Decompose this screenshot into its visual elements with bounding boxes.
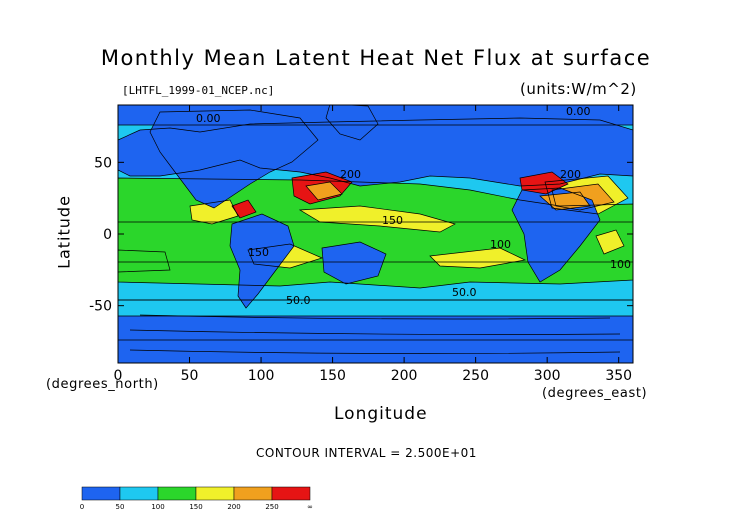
colorbar-label: ∞ <box>307 503 313 511</box>
map-fill <box>118 105 633 363</box>
contour-line <box>519 171 569 195</box>
colorbar-segment <box>195 486 235 501</box>
contour-line <box>551 183 615 211</box>
contour-label: 200 <box>340 168 361 181</box>
contour-line <box>149 109 319 209</box>
contour-line <box>298 205 456 233</box>
colorbar-label: 150 <box>189 503 202 511</box>
x-tick-label: 150 <box>319 368 346 384</box>
colorbar-segment <box>81 486 121 501</box>
source-filename: [LHTFL_1999-01_NCEP.nc] <box>122 84 275 97</box>
flux-hotspot-yellow <box>596 230 624 254</box>
flux-band-cyan <box>118 300 633 316</box>
contour-line <box>229 213 295 309</box>
contour-line <box>139 314 611 320</box>
contour-line <box>118 124 633 223</box>
x-axis-unit: (degrees_east) <box>542 386 648 401</box>
contour-lines <box>118 105 633 363</box>
contour-line <box>291 171 353 205</box>
contour-line <box>118 249 171 273</box>
contour-label: 150 <box>248 246 269 259</box>
contour-line <box>511 187 601 283</box>
colorbar-label: 250 <box>265 503 278 511</box>
contour-labels: 0.00 0.00 200 200 150 150 100 100 50.0 50.0 <box>196 105 631 307</box>
contour-line <box>429 247 527 269</box>
contour-interval-text: CONTOUR INTERVAL = 2.500E+01 <box>256 446 477 460</box>
x-tick-label: 0 <box>114 368 123 384</box>
contour-label: 50.0 <box>452 286 477 299</box>
colorbar-label: 0 <box>80 503 84 511</box>
contour-line <box>118 177 633 289</box>
contour-line <box>118 299 633 317</box>
flux-band-yellow <box>300 206 455 232</box>
contour-line <box>129 329 621 335</box>
contour-line <box>118 261 633 301</box>
contour-line <box>595 229 625 255</box>
contour-line <box>118 117 633 187</box>
x-axis-label: Longitude <box>334 404 428 424</box>
flux-band-yellow <box>430 248 525 268</box>
y-tick-label: -50 <box>89 299 112 315</box>
y-axis-unit: (degrees_north) <box>46 377 159 392</box>
continent-south-america <box>230 214 294 308</box>
contour-line <box>247 243 323 269</box>
contour-line <box>305 181 343 201</box>
contour-label: 100 <box>610 258 631 271</box>
y-tick-label: 50 <box>94 155 112 171</box>
colorbar-label: 100 <box>151 503 164 511</box>
x-axis-ticks: 0 50 100 150 200 250 300 350 <box>114 105 632 384</box>
contour-line <box>129 349 621 354</box>
x-tick-label: 200 <box>391 368 418 384</box>
x-tick-label: 250 <box>462 368 489 384</box>
contour-label: 0.00 <box>196 112 221 125</box>
colorbar: 0 50 100 150 200 250 ∞ <box>80 486 313 511</box>
contour-line <box>118 339 633 363</box>
contour-label: 50.0 <box>286 294 311 307</box>
contour-line <box>321 241 387 285</box>
contour-line <box>325 105 379 141</box>
continent-antarctica <box>118 340 633 363</box>
y-axis-ticks: 50 0 -50 <box>89 155 633 315</box>
contour-line <box>544 175 629 215</box>
contour-line <box>231 199 257 219</box>
continent-europe-asia <box>118 118 633 186</box>
flux-band-green <box>118 250 170 272</box>
x-tick-label: 100 <box>248 368 275 384</box>
y-tick-label: 0 <box>103 227 112 243</box>
contour-label: 150 <box>382 214 403 227</box>
x-tick-label: 350 <box>605 368 632 384</box>
colorbar-segment <box>157 486 197 501</box>
x-tick-label: 50 <box>181 368 199 384</box>
flux-hotspot-red <box>232 200 256 218</box>
continent-australia <box>322 242 386 284</box>
colorbar-label: 50 <box>116 503 125 511</box>
contour-label: 200 <box>560 168 581 181</box>
colorbar-label: 200 <box>227 503 240 511</box>
flux-band-yellow <box>190 200 238 224</box>
flux-hotspot-orange <box>306 182 342 200</box>
landmasses <box>118 105 633 363</box>
colorbar-segment <box>119 486 159 501</box>
contour-label: 100 <box>490 238 511 251</box>
x-tick-label: 300 <box>534 368 561 384</box>
colorbar-segment <box>271 486 311 501</box>
contour-label: 0.00 <box>566 105 591 118</box>
units-label: (units:W/m^2) <box>520 80 637 98</box>
contour-line <box>189 199 239 225</box>
map-title: Monthly Mean Latent Heat Net Flux at sur… <box>100 46 652 70</box>
colorbar-segment <box>233 486 273 501</box>
contour-line <box>539 191 591 211</box>
